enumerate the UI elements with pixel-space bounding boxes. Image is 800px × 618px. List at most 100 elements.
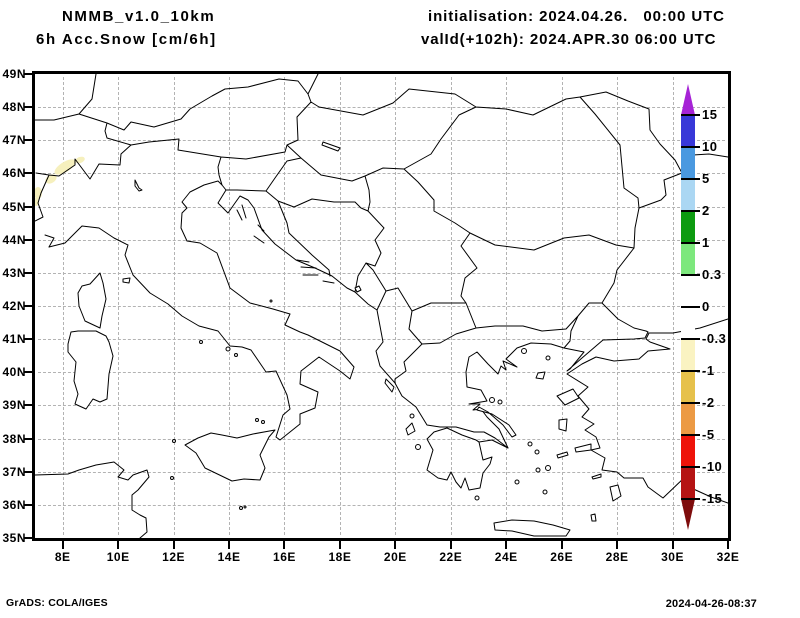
lon-tick bbox=[228, 541, 231, 549]
coastline-peloponnese bbox=[426, 427, 493, 491]
gridline-vertical bbox=[506, 77, 508, 535]
colorbar-tick bbox=[681, 370, 700, 372]
lon-axis-label: 30E bbox=[661, 550, 684, 564]
gridline-vertical bbox=[561, 77, 563, 535]
timestamp: 2024-04-26-08:37 bbox=[665, 598, 757, 610]
lon-axis-label: 26E bbox=[550, 550, 574, 564]
gridline-horizontal bbox=[38, 173, 725, 175]
colorbar-tick-label: -5 bbox=[702, 427, 715, 442]
lat-tick bbox=[24, 503, 32, 506]
colorbar-tick bbox=[681, 306, 700, 308]
valid-label: valId(+102h): 2024.APR.30 06:00 UTC bbox=[421, 31, 717, 48]
gridline-horizontal bbox=[38, 405, 725, 407]
lon-tick bbox=[449, 541, 452, 549]
page-title-model: NMMB_v1.0_10km bbox=[62, 8, 216, 25]
lat-axis-label: 36N bbox=[2, 497, 26, 512]
lat-axis-label: 38N bbox=[2, 431, 26, 446]
gridline-horizontal bbox=[38, 272, 725, 274]
colorbar-tick-label: 0.3 bbox=[702, 267, 722, 282]
colorbar-tick-label: -1 bbox=[702, 363, 715, 378]
lat-axis-label: 46N bbox=[2, 166, 26, 181]
gridline-vertical bbox=[118, 77, 120, 535]
colorbar-tick-label: -0.3 bbox=[702, 331, 727, 346]
gridline-vertical bbox=[395, 77, 397, 535]
gridline-vertical bbox=[339, 77, 341, 535]
lon-axis-label: 8E bbox=[54, 550, 71, 564]
colorbar-tick-label: 10 bbox=[702, 139, 718, 154]
lat-tick bbox=[24, 139, 32, 142]
lat-axis-label: 42N bbox=[2, 299, 26, 313]
colorbar-tick-label: -2 bbox=[702, 395, 715, 410]
colorbar-segment bbox=[681, 275, 695, 307]
lat-tick bbox=[24, 537, 32, 539]
colorbar-segment bbox=[681, 371, 695, 403]
colorbar-tick-label: -15 bbox=[702, 491, 723, 506]
colorbar-segment bbox=[681, 147, 695, 179]
init-label: initialisation: 2024.04.26. 00:00 UTC bbox=[428, 8, 725, 25]
lat-tick bbox=[24, 106, 32, 109]
gridline-horizontal bbox=[38, 339, 725, 341]
colorbar-segment bbox=[681, 179, 695, 211]
lon-tick bbox=[338, 541, 341, 549]
colorbar-arrow-top bbox=[681, 84, 695, 115]
colorbar-tick bbox=[681, 210, 700, 212]
lon-tick bbox=[61, 541, 64, 549]
coastline-italy-adriatic-greece bbox=[48, 180, 509, 449]
map-canvas bbox=[35, 74, 728, 538]
colorbar-tick bbox=[681, 434, 700, 436]
lon-axis-label: 20E bbox=[383, 550, 407, 564]
colorbar-tick-label: 1 bbox=[702, 235, 710, 250]
lon-tick bbox=[560, 541, 563, 549]
lat-tick bbox=[24, 404, 32, 407]
lat-axis-label: 39N bbox=[2, 398, 26, 413]
colorbar-tick bbox=[681, 114, 700, 116]
colorbar-segment bbox=[681, 435, 695, 467]
colorbar-tick bbox=[681, 402, 700, 404]
coastline-aegean-mainland bbox=[465, 342, 565, 449]
lat-axis-label: 37N bbox=[2, 464, 26, 479]
gridline-horizontal bbox=[38, 140, 725, 142]
lon-tick bbox=[283, 541, 286, 549]
lon-tick bbox=[172, 541, 175, 549]
lat-tick bbox=[24, 73, 32, 75]
colorbar-segment bbox=[681, 211, 695, 243]
lat-tick bbox=[24, 172, 32, 175]
lon-tick bbox=[616, 541, 619, 549]
islands-large bbox=[67, 272, 276, 482]
gridline-horizontal bbox=[38, 372, 725, 374]
lon-tick bbox=[727, 541, 729, 549]
colorbar-tick-label: -10 bbox=[702, 459, 723, 474]
gridline-horizontal bbox=[38, 504, 725, 506]
lon-axis-label: 32E bbox=[716, 550, 740, 564]
lon-axis-label: 16E bbox=[273, 550, 296, 564]
lat-tick bbox=[24, 437, 32, 440]
gridline-vertical bbox=[672, 77, 674, 535]
gridline-vertical bbox=[62, 77, 64, 535]
lat-tick bbox=[24, 205, 32, 208]
lat-tick bbox=[24, 470, 32, 473]
page-title-field: 6h Acc.Snow [cm/6h] bbox=[36, 31, 217, 48]
lat-axis-label: 41N bbox=[2, 332, 26, 347]
lat-tick bbox=[24, 338, 32, 341]
colorbar-segment bbox=[681, 307, 695, 339]
gridline-horizontal bbox=[38, 306, 725, 307]
colorbar-tick-label: 2 bbox=[702, 203, 710, 218]
gridline-vertical bbox=[229, 77, 231, 535]
lat-axis-label: 44N bbox=[2, 232, 26, 247]
lon-axis-label: 12E bbox=[162, 550, 186, 564]
colorbar-segment bbox=[681, 339, 695, 371]
gridline-vertical bbox=[617, 77, 619, 535]
colorbar-segment bbox=[681, 403, 695, 435]
lat-axis-label: 35N bbox=[2, 531, 26, 545]
colorbar-tick bbox=[681, 498, 700, 500]
gridline-horizontal bbox=[38, 239, 725, 241]
lon-axis-label: 24E bbox=[494, 550, 518, 564]
colorbar-tick-label: 5 bbox=[702, 171, 710, 186]
coastline-north-africa bbox=[35, 461, 150, 538]
colorbar-tick bbox=[681, 242, 700, 244]
colorbar-tick bbox=[681, 178, 700, 180]
grads-stamp: GrADS: COLA/IGES bbox=[6, 597, 108, 609]
gridline-horizontal bbox=[38, 438, 725, 440]
lat-axis-label: 45N bbox=[2, 199, 26, 214]
